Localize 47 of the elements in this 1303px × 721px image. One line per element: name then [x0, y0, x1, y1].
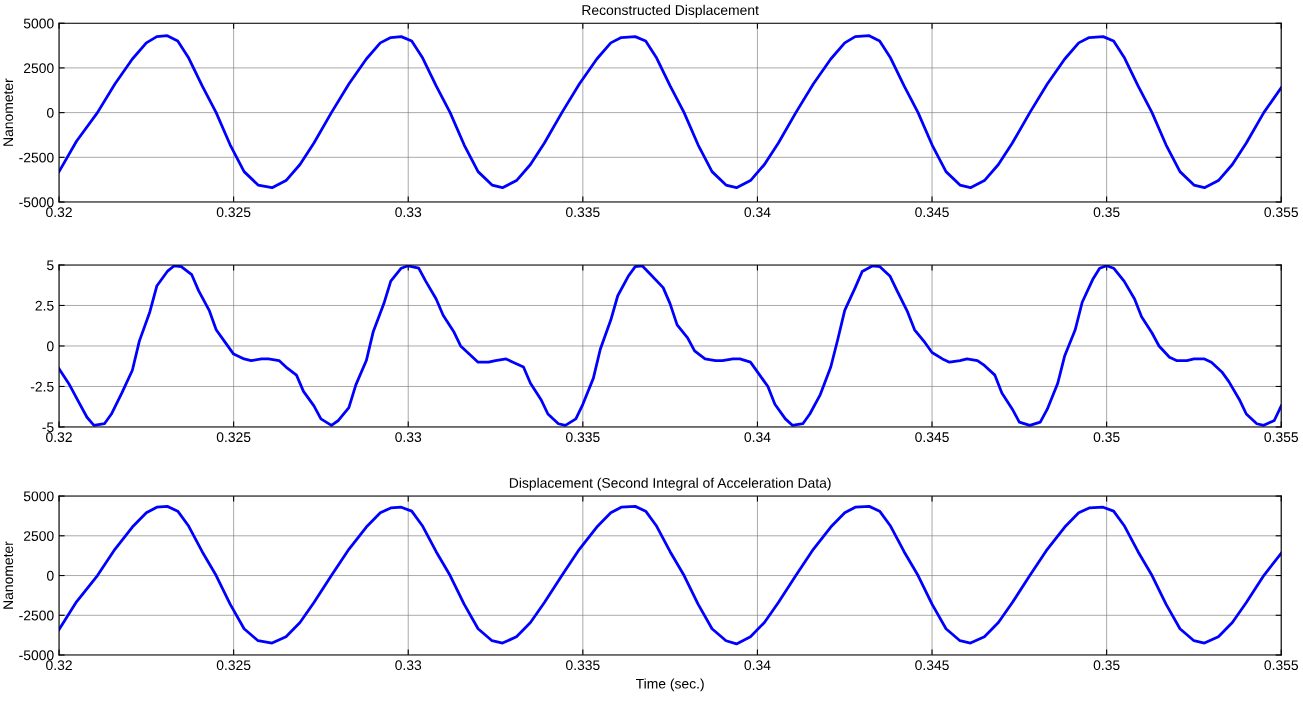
y-axis-title: Nanometer [3, 78, 14, 146]
x-tick-label: 0.35 [1093, 660, 1120, 671]
y-tick-label: -5 [42, 422, 54, 433]
y-tick-label: -2.5 [30, 381, 54, 392]
line-series [59, 264, 1282, 427]
x-tick-label: 0.355 [1264, 432, 1299, 443]
x-tick-label: 0.335 [566, 660, 600, 671]
y-axis-title: Nanometer [3, 541, 14, 609]
x-tick-label: 0.355 [1264, 660, 1299, 671]
line-series [59, 504, 1282, 646]
y-tick-label: 5000 [23, 491, 54, 502]
x-tick-label: 0.335 [566, 432, 600, 443]
x-tick-label: 0.33 [395, 432, 422, 443]
x-tick-label: 0.35 [1093, 432, 1120, 443]
chart-title: Reconstructed Displacement [582, 4, 759, 18]
x-tick-label: 0.32 [46, 432, 72, 443]
y-tick-label: -2500 [19, 610, 54, 621]
x-tick-label: 0.33 [395, 660, 422, 671]
x-tick-label: 0.32 [46, 660, 72, 671]
x-tick-label: 0.34 [744, 432, 771, 443]
x-tick-label: 0.34 [744, 660, 771, 671]
x-tick-label: 0.33 [395, 207, 422, 218]
y-tick-label: 5 [47, 260, 54, 271]
chart-title: Displacement (Second Integral of Acceleration Data) [509, 477, 831, 491]
y-tick-label: 0 [46, 107, 54, 118]
x-tick-label: 0.34 [744, 207, 771, 218]
y-tick-label: -5000 [19, 197, 54, 208]
x-tick-label: 0.355 [1264, 207, 1299, 218]
x-tick-label: 0.345 [915, 432, 949, 443]
x-tick-label: 0.325 [216, 432, 251, 443]
x-tick-label: 0.325 [216, 660, 251, 671]
x-axis-title: Time (sec.) [635, 678, 704, 692]
y-tick-label: 0 [46, 570, 54, 581]
x-tick-label: 0.35 [1093, 207, 1120, 218]
y-tick-label: -2500 [19, 152, 54, 163]
line-series [59, 34, 1282, 190]
y-tick-label: 2500 [23, 63, 54, 74]
y-tick-label: 2.5 [35, 300, 54, 311]
x-tick-label: 0.325 [216, 207, 251, 218]
y-tick-label: 2500 [23, 531, 54, 541]
x-tick-label: 0.32 [46, 207, 72, 218]
x-tick-label: 0.345 [915, 207, 949, 218]
x-tick-label: 0.335 [566, 207, 600, 218]
y-tick-label: 0 [46, 341, 54, 352]
x-tick-label: 0.345 [915, 660, 949, 671]
y-tick-label: -5000 [19, 650, 54, 661]
y-tick-label: 5000 [23, 18, 54, 29]
